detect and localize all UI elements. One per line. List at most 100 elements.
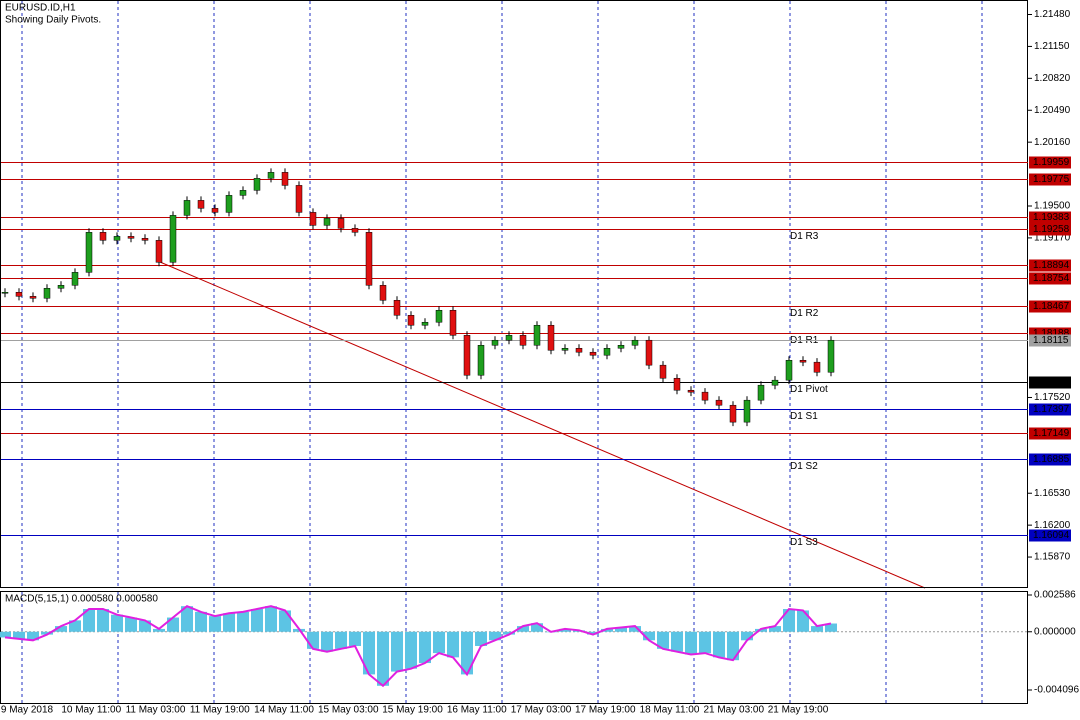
level-label: 1.17397 [1033,404,1070,415]
candle [309,212,317,226]
candle [337,218,345,229]
level-tag [1029,173,1071,186]
level-label: 1.18115 [1033,335,1069,346]
candle [757,384,765,401]
y-tick-label: 1.20160 [1034,137,1071,148]
macd-bar [601,628,613,632]
level-tag [1029,334,1071,347]
macd-bar [741,631,753,641]
level-tag [1029,272,1071,285]
macd-bar [223,613,235,632]
macd-bar [279,610,291,632]
level-label: 1.17149 [1033,428,1070,439]
trend-line [159,261,926,589]
level-tag [1029,156,1071,169]
x-tick-label: 9 May 2018 [1,705,54,716]
x-tick-label: 18 May 11:00 [640,705,700,716]
macd-bar [629,626,641,632]
macd-bar [797,610,809,632]
macd-bar [0,631,11,638]
macd-bar [363,631,375,675]
x-tick-label: 16 May 11:00 [447,705,507,716]
x-tick-label: 14 May 11:00 [254,705,314,716]
candle [799,359,807,363]
macd-bar [783,609,795,632]
y-tick-label: 1.17520 [1034,392,1071,403]
pivot-label: D1 S1 [790,411,818,422]
y-tick-label: 1.15870 [1034,552,1071,563]
macd-bar [41,631,53,635]
macd-bar [433,631,445,654]
macd-bar [685,631,697,655]
y-tick-label: 1.16530 [1034,488,1071,499]
candle [575,348,583,353]
candle [253,178,261,191]
x-tick-label: 15 May 03:00 [318,705,379,716]
candle [57,285,65,289]
y-tick-label: 1.16200 [1034,520,1071,531]
candle [435,309,443,323]
macd-bar [559,628,571,632]
candle [225,195,233,213]
candle [379,285,387,301]
candle [169,215,177,263]
macd-bar [153,628,165,632]
price-panel [0,0,1028,588]
candle [43,288,51,299]
candle [99,232,107,241]
candle [267,172,275,179]
candle [827,339,835,373]
level-tag [1029,259,1071,272]
level-tag [1029,376,1071,389]
level-tag [1029,529,1071,542]
x-tick-label: 10 May 11:00 [61,705,121,716]
candle [687,389,695,393]
level-label: 1.18467 [1033,301,1070,312]
macd-signal-line [4,605,832,688]
candle [617,345,625,349]
y-tick-label: 1.19170 [1034,233,1071,244]
level-tag [1029,403,1071,416]
chart-title: EURUSD.ID,H1 [5,3,76,14]
candle [183,200,191,216]
level-label: 1.16885 [1033,454,1070,465]
macd-bar [727,631,739,661]
macd-tick-label: -0.004096 [1034,685,1079,696]
macd-bar [811,626,823,632]
macd-bar [587,631,599,635]
macd-bar [265,606,277,632]
macd-bar [755,628,767,632]
macd-bar [671,631,683,652]
macd-bar [405,631,417,669]
pivot-label: D1 S3 [790,537,818,548]
candle [715,399,723,406]
candle [505,335,513,341]
macd-bar [55,626,67,632]
candle [393,300,401,316]
candle [239,190,247,196]
macd-bar [181,606,193,632]
macd-bar [209,616,221,632]
candle [141,238,149,241]
macd-bar [825,623,837,632]
candle [785,359,793,381]
candle [533,324,541,346]
macd-bar [643,631,655,641]
candle [323,218,331,226]
macd-bar [307,631,319,649]
y-tick-label: 1.20490 [1034,105,1071,116]
macd-bar [321,631,333,652]
candle [603,348,611,356]
macd-bar [83,609,95,632]
level-tag [1029,427,1071,440]
macd-bar [139,620,151,632]
x-tick-label: 17 May 19:00 [575,705,636,716]
macd-bar [503,631,515,635]
macd-bar [27,631,39,641]
level-label: 1.19383 [1033,212,1070,223]
pivot-label: D1 S2 [790,461,818,472]
candle [743,399,751,423]
candle [631,339,639,346]
candle [589,351,597,356]
